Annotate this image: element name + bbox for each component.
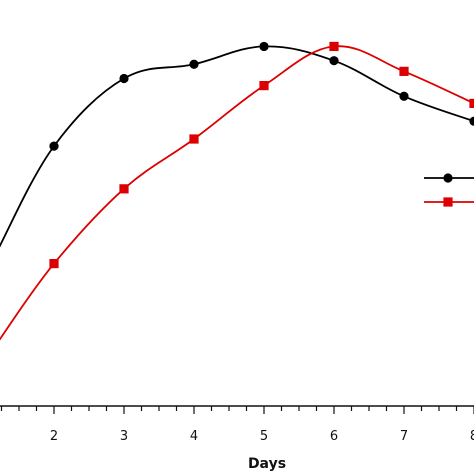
series-2-point [49, 259, 59, 269]
series-1-point [259, 41, 269, 52]
series-1-point [189, 59, 199, 69]
series-1-point [119, 73, 129, 84]
series-2-point [259, 81, 269, 91]
series-1-point [49, 141, 59, 151]
series-layer [0, 41, 474, 341]
x-tick-label: 7 [400, 429, 408, 444]
legend-marker-2 [443, 197, 453, 207]
x-tick-label: 2 [50, 429, 58, 444]
series-2-point [329, 41, 339, 52]
x-tick-label: 3 [120, 429, 128, 444]
series-2-point [469, 98, 474, 108]
x-tick-label: 4 [190, 429, 198, 444]
x-axis: 2 3 4 5 6 7 8 [0, 405, 474, 444]
series-2-point [119, 184, 129, 194]
series-2-point [189, 134, 199, 144]
legend-marker-1 [443, 173, 453, 183]
x-axis-title: Days [248, 456, 286, 472]
x-tick-label: 8 [470, 429, 474, 444]
series-line-2 [0, 45, 474, 341]
series-1-point [399, 91, 409, 101]
series-1-point [329, 56, 339, 66]
x-tick-label: 5 [260, 429, 268, 444]
x-tick-label: 6 [330, 429, 338, 444]
legend [424, 173, 474, 207]
series-2-point [399, 66, 409, 76]
series-line-1 [0, 45, 474, 248]
series-1-point [469, 116, 474, 126]
